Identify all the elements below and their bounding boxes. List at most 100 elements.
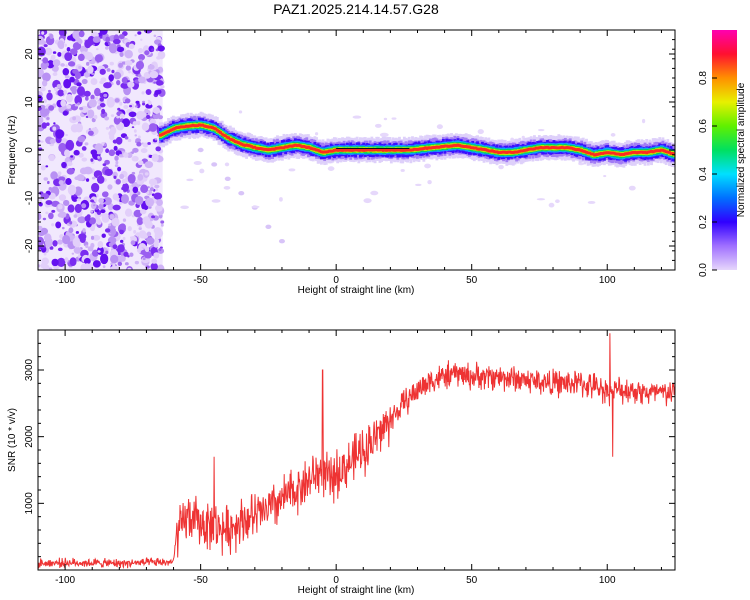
snr-y-ticks: 1000 2000 3000 xyxy=(24,329,675,558)
ridge-cell xyxy=(235,140,239,144)
ridge-cell xyxy=(581,149,585,153)
noise-blob xyxy=(140,209,147,215)
noise-blob xyxy=(67,184,77,196)
ridge-cell xyxy=(349,148,353,152)
noise-blob xyxy=(107,203,114,211)
ridge-cell xyxy=(253,145,257,149)
ridge-cell xyxy=(528,147,531,151)
noise-blob xyxy=(131,126,135,129)
spectrogram-y-ticks: -20 -10 0 10 20 xyxy=(24,29,675,271)
ridge-cell xyxy=(370,148,374,152)
noise-blob xyxy=(103,93,108,98)
ridge-cell xyxy=(497,151,501,155)
noise-blob xyxy=(114,98,120,103)
ridge-cell xyxy=(607,151,611,155)
noise-blob xyxy=(58,142,67,153)
noise-blob xyxy=(121,186,125,191)
noise-blob xyxy=(134,34,137,37)
noise-blob xyxy=(108,149,116,157)
ridge-cell xyxy=(261,147,265,151)
noise-blob xyxy=(38,236,45,246)
ridge-cell xyxy=(672,152,675,156)
ridge-cell xyxy=(300,145,304,149)
ridge-cell xyxy=(510,151,514,154)
noise-blob xyxy=(96,219,102,225)
noise-blob xyxy=(108,74,115,82)
noise-blob xyxy=(64,43,67,47)
ridge-cell xyxy=(279,146,283,150)
noise-blob xyxy=(153,34,157,38)
noise-blob xyxy=(62,110,69,116)
noise-blob xyxy=(38,230,45,237)
noise-blob xyxy=(90,158,94,162)
ridge-cell xyxy=(316,148,320,152)
noise-blob xyxy=(138,54,146,61)
noise-blob xyxy=(144,220,153,229)
noise-blob xyxy=(99,92,103,98)
noise-blob xyxy=(144,246,150,253)
noise-blob xyxy=(154,138,158,141)
noise-blob xyxy=(131,171,136,175)
noise-blob xyxy=(100,209,106,214)
ridge-cell xyxy=(441,145,445,148)
ridge-cell xyxy=(539,145,543,149)
noise-blob xyxy=(63,78,72,89)
noise-blob xyxy=(43,108,50,115)
noise-blob xyxy=(127,267,132,270)
noise-blob xyxy=(85,96,89,101)
ridge-cell xyxy=(360,148,364,152)
ridge-cell xyxy=(347,148,351,152)
noise-blob xyxy=(46,116,50,120)
ridge-cell xyxy=(293,143,297,147)
noise-blob xyxy=(43,252,47,256)
noise-blob xyxy=(137,47,144,54)
ridge-cell xyxy=(175,126,179,130)
noise-blob xyxy=(129,236,134,239)
noise-blob xyxy=(148,178,158,186)
ridge-cell xyxy=(324,150,328,154)
noise-blob xyxy=(112,263,116,267)
ridge-cell xyxy=(521,149,525,153)
noise-blob xyxy=(78,107,84,111)
ridge-cell xyxy=(227,136,231,140)
noise-blob xyxy=(92,36,101,43)
ridge-cell xyxy=(615,152,619,156)
ridge-cell xyxy=(458,144,462,147)
noise-blob xyxy=(102,163,107,167)
noise-blob xyxy=(156,89,162,95)
noise-blob xyxy=(144,161,154,169)
ridge-cell xyxy=(289,144,292,148)
noise-blob xyxy=(127,81,135,88)
noise-blob xyxy=(40,165,46,171)
faint-branch-blob xyxy=(238,191,245,196)
noise-blob xyxy=(52,240,58,247)
speck xyxy=(537,128,545,132)
noise-blob xyxy=(112,171,118,178)
ridge-cell xyxy=(575,148,579,152)
noise-blob xyxy=(130,240,136,246)
speck xyxy=(251,205,260,209)
ridge-cell xyxy=(572,147,575,151)
noise-blob xyxy=(105,250,109,255)
ridge-cell xyxy=(609,151,613,155)
noise-blob xyxy=(147,186,150,189)
ridge-cell xyxy=(524,148,528,152)
ridge-cell xyxy=(451,144,455,148)
noise-blob xyxy=(97,240,104,249)
noise-blob xyxy=(151,258,158,264)
ridge-cell xyxy=(443,144,447,148)
ridge-cell xyxy=(306,145,310,149)
noise-blob xyxy=(60,99,67,107)
noise-blob xyxy=(106,96,115,108)
noise-blob xyxy=(46,60,55,69)
noise-blob xyxy=(42,57,49,64)
noise-blob xyxy=(136,120,141,126)
noise-blob xyxy=(87,65,94,74)
ridge-cell xyxy=(194,124,198,128)
ridge-cell xyxy=(494,150,497,154)
ridge-cell xyxy=(303,145,307,149)
ridge-cell xyxy=(256,146,260,150)
ridge-cell xyxy=(224,134,227,138)
ridge-cell xyxy=(394,148,398,152)
noise-blob xyxy=(61,161,67,169)
